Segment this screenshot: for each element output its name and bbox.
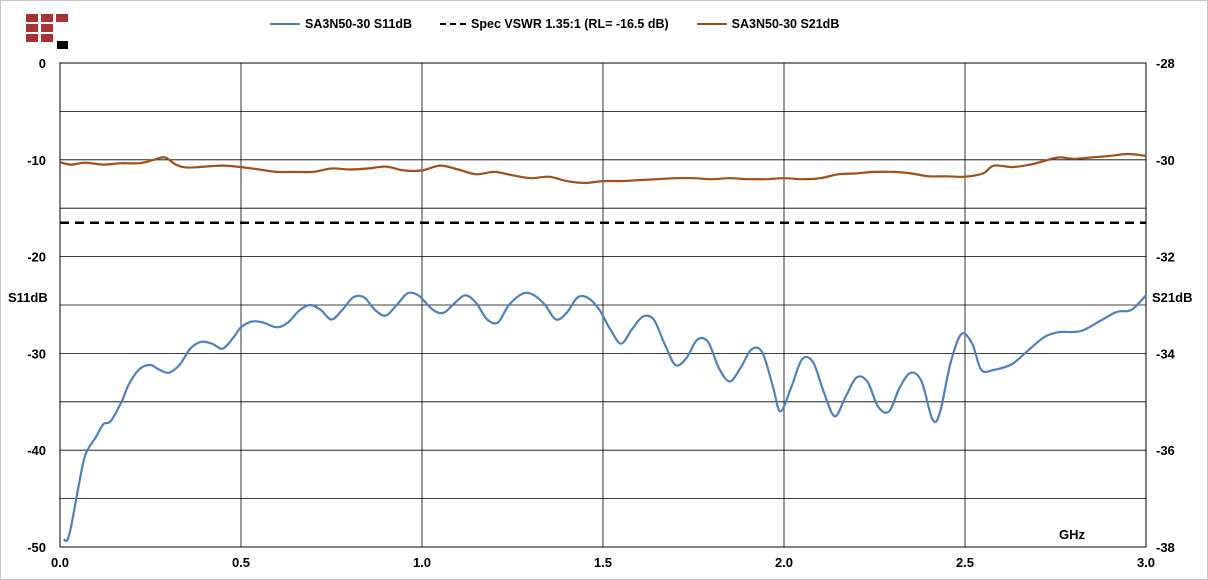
x-tick-label: 1.0	[413, 555, 431, 570]
y-right-tick-label: -28	[1156, 56, 1175, 71]
legend-label-s21: SA3N50-30 S21dB	[731, 17, 840, 31]
legend-item-s11: SA3N50-30 S11dB	[270, 17, 412, 31]
company-logo	[26, 14, 70, 54]
x-axis-label: GHz	[1059, 527, 1086, 542]
legend-label-s11: SA3N50-30 S11dB	[305, 17, 413, 31]
y-right-tick-label: -36	[1156, 443, 1175, 458]
y-left-tick-label: -20	[27, 250, 46, 265]
legend-swatch-s21	[696, 23, 727, 25]
plot-area-border	[59, 62, 1147, 548]
y-left-tick-label: -10	[27, 153, 46, 168]
y-left-axis-label: S11dB	[8, 290, 48, 305]
y-left-tick-label: 0	[39, 56, 46, 71]
x-tick-label: 0.5	[232, 555, 250, 570]
x-tick-label: 0.0	[51, 555, 69, 570]
legend-swatch-spec	[440, 23, 467, 25]
y-left-tick-label: -50	[27, 540, 46, 555]
y-right-tick-label: -38	[1156, 540, 1175, 555]
series-line-s11	[63, 291, 1147, 542]
y-left-tick-label: -40	[27, 443, 46, 458]
y-right-tick-label: -30	[1156, 153, 1175, 168]
legend-label-spec: Spec VSWR 1.35:1 (RL= -16.5 dB)	[471, 17, 669, 31]
x-tick-label: 1.5	[594, 555, 612, 570]
y-right-axis-label: S21dB	[1152, 290, 1192, 305]
legend-swatch-s11	[270, 23, 300, 25]
legend-item-spec: Spec VSWR 1.35:1 (RL= -16.5 dB)	[440, 17, 669, 31]
x-tick-label: 2.5	[956, 555, 974, 570]
chart-legend: SA3N50-30 S11dB Spec VSWR 1.35:1 (RL= -1…	[270, 15, 867, 33]
series-line-s21	[59, 152, 1147, 185]
x-tick-label: 2.0	[775, 555, 793, 570]
y-right-tick-label: -34	[1156, 346, 1176, 361]
legend-item-s21: SA3N50-30 S21dB	[696, 17, 840, 31]
y-left-tick-label: -30	[27, 346, 46, 361]
x-tick-label: 3.0	[1137, 555, 1155, 570]
y-right-tick-label: -32	[1156, 250, 1175, 265]
